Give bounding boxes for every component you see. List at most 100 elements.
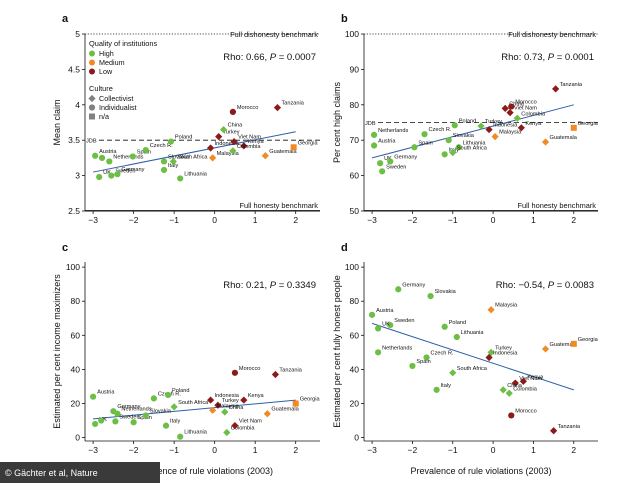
rho-value: Rho: 0.66,: [223, 52, 269, 63]
x-tick-label: 1: [531, 215, 536, 225]
point-label: Morocco: [237, 105, 258, 111]
data-point: [142, 412, 149, 419]
p-symbol: P: [270, 280, 277, 291]
data-point: [441, 151, 448, 158]
point-label: Georgia: [300, 396, 321, 402]
y-tick-label: 80: [350, 100, 360, 110]
point-label: Slovakia: [453, 133, 475, 139]
point-label: Kenya: [248, 139, 265, 145]
point-label: Lithuania: [184, 171, 208, 177]
point-label: Italy: [170, 419, 180, 425]
p-value: = 0.0083: [554, 280, 594, 291]
point-label: Sweden: [386, 164, 406, 170]
data-point: [261, 152, 269, 160]
data-point: [368, 311, 376, 318]
data-point: [517, 124, 525, 132]
point-label: Kenya: [525, 121, 542, 127]
rho-value: Rho: 0.73,: [501, 52, 547, 63]
point-label: Indonesia: [493, 123, 518, 129]
data-point: [240, 396, 248, 404]
data-point: [130, 419, 137, 426]
regression-line: [93, 399, 296, 420]
data-point: [162, 422, 170, 429]
point-label: Spain: [418, 140, 432, 146]
y-axis-title: Estimated per cent fully honest people: [332, 275, 342, 428]
data-point: [455, 144, 462, 151]
point-label: Indonesia: [493, 350, 518, 356]
x-tick-label: 2: [571, 215, 576, 225]
data-point: [541, 138, 550, 146]
point-label: Kenya: [248, 393, 265, 399]
point-label: Morocco: [239, 366, 260, 372]
y-tick-label: 5: [75, 29, 80, 39]
point-label: Viet Nam: [514, 106, 537, 112]
data-point: [160, 158, 168, 165]
rho-value: Rho: −0.54,: [496, 280, 548, 291]
point-label: China: [509, 101, 525, 107]
p-symbol: P: [548, 280, 555, 291]
point-label: Spain: [416, 359, 430, 365]
legend-quality-label: High: [99, 49, 114, 58]
point-label: Poland: [175, 135, 192, 141]
data-point: [508, 412, 515, 419]
photo-credit: © Gächter et al, Nature: [5, 468, 98, 478]
legend-culture-title: Culture: [89, 84, 113, 93]
data-point: [292, 400, 299, 407]
data-point: [169, 157, 177, 166]
legend-quality-swatch: [89, 50, 95, 57]
point-label: Tanzania: [279, 368, 302, 374]
x-tick-label: 1: [253, 215, 258, 225]
x-tick-label: −3: [88, 215, 98, 225]
data-point: [453, 333, 460, 341]
point-label: Germany: [117, 404, 140, 410]
point-label: Poland: [172, 388, 189, 394]
data-point: [164, 391, 172, 399]
point-label: Sweden: [119, 414, 139, 420]
point-label: China: [507, 383, 523, 389]
data-point: [449, 148, 457, 157]
data-point: [570, 124, 577, 131]
point-label: Slovakia: [150, 408, 172, 414]
point-label: South Africa: [457, 366, 488, 372]
point-label: Guatemala: [269, 149, 297, 155]
data-point: [427, 292, 434, 300]
point-label: Germany: [394, 154, 417, 160]
point-label: Netherlands: [121, 407, 151, 413]
point-label: Italy: [168, 163, 178, 169]
data-point: [375, 349, 382, 356]
data-point: [449, 369, 457, 377]
data-point: [541, 345, 550, 353]
data-point: [230, 138, 238, 146]
data-point: [451, 122, 458, 129]
panel-letter: c: [62, 242, 68, 254]
y-tick-label: 70: [350, 135, 360, 145]
data-point: [177, 433, 184, 440]
x-tick-label: 2: [293, 445, 298, 455]
x-tick-label: −2: [408, 215, 418, 225]
x-tick-label: −3: [367, 445, 377, 455]
point-label: UK: [103, 170, 111, 176]
data-point: [487, 348, 495, 356]
point-label: Georgia: [578, 337, 599, 343]
y-tick-label: 3: [75, 171, 80, 181]
data-point: [379, 168, 386, 175]
y-tick-label: 20: [350, 398, 360, 408]
y-tick-label: 40: [350, 364, 360, 374]
dishonesty-benchmark-label: Full dishonesty benchmark: [508, 30, 596, 39]
legend-quality-label: Low: [99, 67, 113, 76]
y-tick-label: 100: [345, 262, 359, 272]
point-label: Czech R.: [429, 127, 452, 133]
x-tick-label: 0: [491, 445, 496, 455]
x-axis-title: Prevalence of rule violations (2003): [132, 466, 273, 476]
data-point: [387, 158, 394, 165]
point-label: South Africa: [178, 400, 209, 406]
data-point: [290, 144, 297, 151]
legend-culture-swatch: [88, 104, 96, 111]
y-tick-label: 40: [71, 364, 81, 374]
data-point: [506, 108, 514, 117]
p-symbol: P: [548, 52, 555, 63]
point-label: Germany: [402, 282, 425, 288]
